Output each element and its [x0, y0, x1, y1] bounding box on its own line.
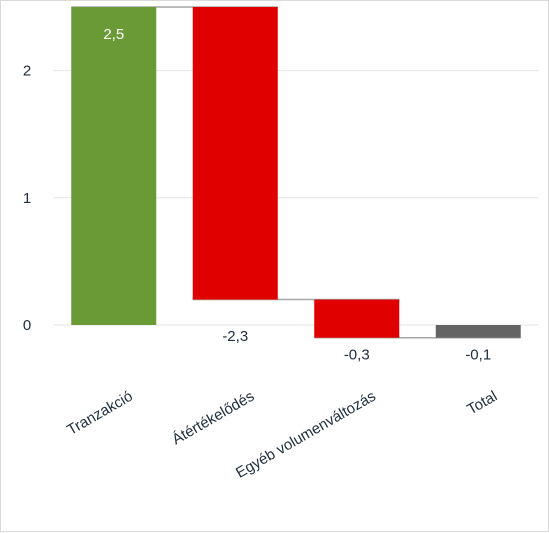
- data-label: -0,3: [344, 347, 370, 364]
- bars: [71, 7, 521, 338]
- category-label: Total: [464, 388, 500, 419]
- data-label: -2,3: [222, 328, 248, 345]
- category-label: Átértékelődés: [169, 388, 257, 449]
- data-label: 2,5: [103, 26, 124, 43]
- bar-total: [435, 325, 521, 338]
- category-label: Tranzakció: [64, 388, 136, 439]
- bar-tranzakció: [71, 7, 157, 325]
- bar-egyéb-volumenváltozás: [314, 299, 400, 338]
- y-tick-label: 1: [23, 190, 31, 207]
- y-axis-tick-labels: 0 1 2: [23, 63, 31, 334]
- y-tick-label: 0: [23, 317, 31, 334]
- bar-átértékelődés: [192, 7, 278, 300]
- y-tick-label: 2: [23, 63, 31, 80]
- data-labels: 2,5 -2,3 -0,3 -0,1: [103, 26, 491, 364]
- data-label: -0,1: [465, 347, 491, 364]
